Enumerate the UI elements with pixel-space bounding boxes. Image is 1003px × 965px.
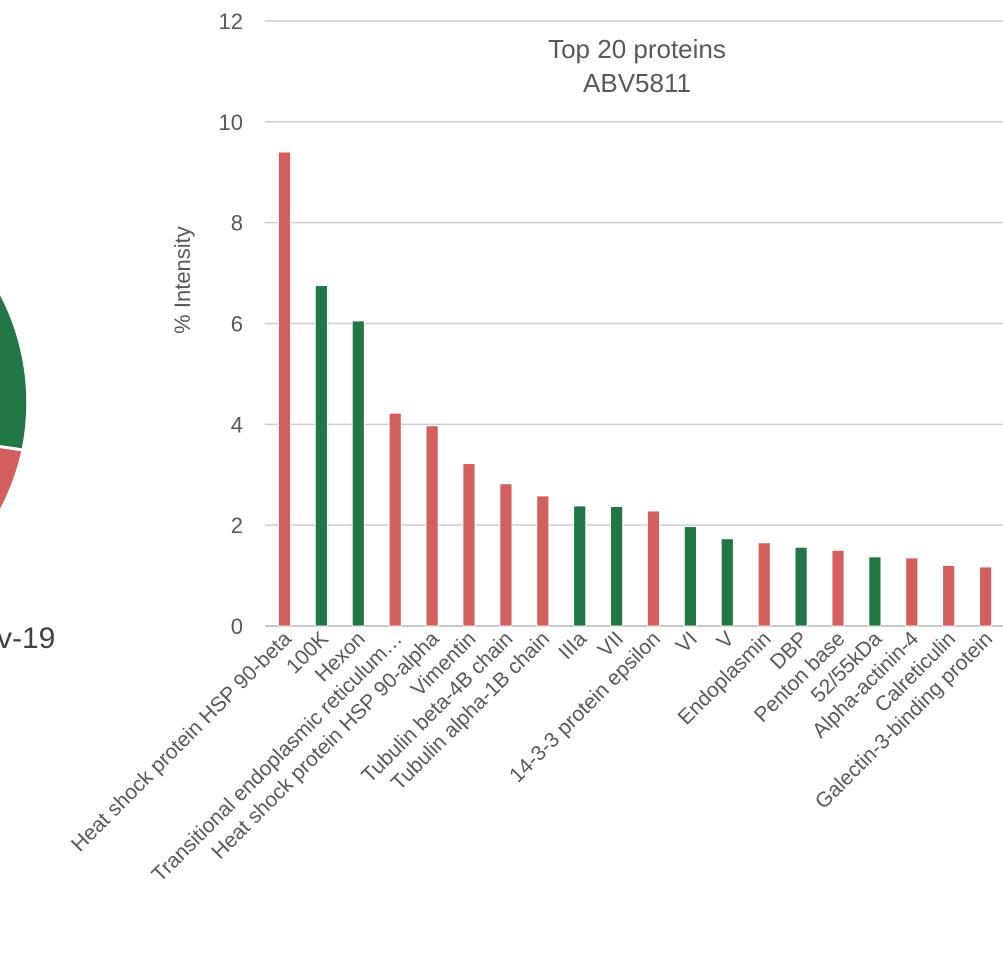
y-tick-label: 8 <box>231 211 243 236</box>
y-axis-ticks: 0 2 4 6 8 10 12 <box>219 9 243 639</box>
y-tick-label: 10 <box>219 110 243 135</box>
bar <box>831 549 845 627</box>
bar <box>573 505 587 627</box>
x-tick-label: VI <box>672 627 702 657</box>
bar <box>610 506 623 627</box>
pie-slice-red <box>0 445 25 515</box>
y-tick-label: 12 <box>219 9 243 34</box>
chart-title: Top 20 proteins <box>548 34 726 64</box>
gridlines <box>265 20 1003 627</box>
bar <box>942 565 956 627</box>
pie-fragment <box>0 289 30 515</box>
pie-slice-green <box>0 289 30 452</box>
bar <box>388 412 402 627</box>
y-axis-label: % Intensity <box>170 226 195 334</box>
y-tick-label: 2 <box>231 513 243 538</box>
bar <box>462 463 476 627</box>
bar <box>536 495 550 627</box>
x-tick-label: Transitional endoplasmic reticulum… <box>148 627 407 886</box>
bars <box>278 151 992 627</box>
y-tick-label: 4 <box>231 412 243 437</box>
bar <box>794 546 808 627</box>
y-tick-label: 6 <box>231 312 243 337</box>
bar <box>757 542 771 627</box>
bar <box>684 526 697 627</box>
x-axis-labels: Heat shock protein HSP 90-beta100KHexonT… <box>67 627 997 886</box>
bar <box>905 557 919 627</box>
y-tick-label: 0 <box>231 614 243 639</box>
bar <box>868 556 882 627</box>
bar <box>499 483 513 627</box>
bar <box>720 538 734 627</box>
pie-label-fragment: v-19 <box>0 622 55 655</box>
bar <box>314 285 328 627</box>
bar <box>647 510 660 627</box>
bar <box>425 425 439 627</box>
x-tick-label: V <box>713 627 739 653</box>
bar <box>278 151 291 627</box>
bar <box>979 566 992 627</box>
bar <box>351 320 365 627</box>
x-tick-label: IIIa <box>554 627 591 664</box>
chart-subtitle: ABV5811 <box>583 68 691 98</box>
